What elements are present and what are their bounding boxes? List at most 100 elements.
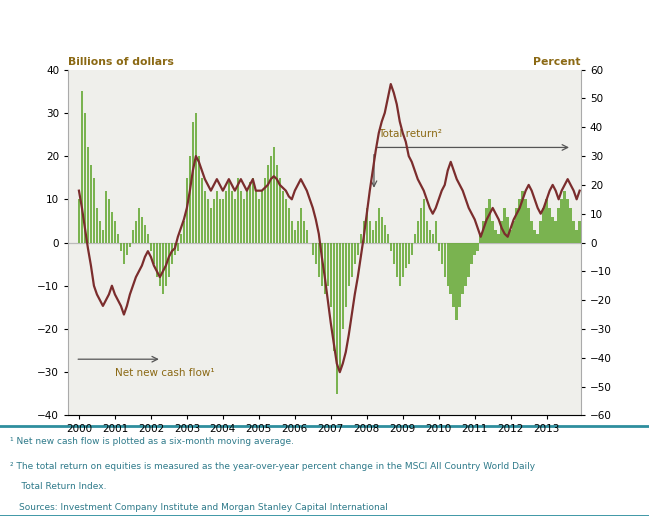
Bar	[228, 182, 230, 243]
Bar	[288, 208, 290, 243]
Bar	[326, 243, 329, 286]
Bar	[554, 221, 557, 243]
Text: Total return²: Total return²	[378, 129, 441, 139]
Bar	[80, 91, 83, 243]
Bar	[557, 208, 560, 243]
Bar	[282, 191, 284, 243]
Bar	[230, 191, 233, 243]
Bar	[293, 230, 296, 243]
Bar	[321, 243, 323, 286]
Bar	[411, 243, 413, 255]
Bar	[237, 178, 239, 243]
Bar	[239, 191, 242, 243]
Text: Net New Cash Flow to Equity Funds Is Related to World Equity Returns: Net New Cash Flow to Equity Funds Is Rel…	[10, 13, 519, 26]
Bar	[402, 243, 404, 277]
Bar	[273, 148, 275, 243]
Bar	[567, 199, 569, 243]
Bar	[426, 221, 428, 243]
Bar	[336, 243, 338, 394]
Bar	[428, 230, 431, 243]
Bar	[371, 230, 374, 243]
Bar	[315, 243, 317, 264]
Bar	[138, 208, 140, 243]
Bar	[471, 243, 473, 264]
Bar	[456, 243, 458, 320]
Bar	[452, 243, 455, 308]
Bar	[252, 178, 254, 243]
Bar	[78, 199, 80, 243]
Bar	[476, 243, 479, 251]
Bar	[90, 165, 92, 243]
Bar	[99, 221, 101, 243]
Bar	[374, 221, 377, 243]
Bar	[195, 113, 197, 243]
Bar	[174, 243, 176, 255]
Bar	[413, 234, 416, 243]
Bar	[461, 243, 464, 294]
Bar	[153, 243, 155, 264]
Bar	[204, 191, 206, 243]
Bar	[482, 221, 485, 243]
Bar	[422, 199, 425, 243]
Bar	[404, 243, 407, 268]
Bar	[158, 243, 161, 286]
Bar	[182, 221, 185, 243]
Bar	[306, 230, 308, 243]
Bar	[576, 230, 578, 243]
Bar	[389, 243, 392, 251]
Bar	[506, 217, 509, 243]
Bar	[300, 208, 302, 243]
Bar	[234, 199, 236, 243]
Bar	[360, 234, 362, 243]
Text: Sources: Investment Company Institute and Morgan Stanley Capital International: Sources: Investment Company Institute an…	[19, 504, 388, 512]
Bar	[539, 221, 542, 243]
Bar	[150, 243, 152, 251]
Bar	[171, 243, 173, 264]
Bar	[365, 208, 368, 243]
Bar	[465, 243, 467, 286]
Bar	[123, 243, 125, 264]
Bar	[563, 191, 566, 243]
Bar	[387, 234, 389, 243]
Bar	[135, 221, 137, 243]
Bar	[437, 243, 440, 251]
Bar	[258, 199, 260, 243]
Bar	[432, 234, 434, 243]
Bar	[186, 178, 188, 243]
Bar	[395, 243, 398, 277]
Bar	[530, 221, 533, 243]
Bar	[245, 191, 248, 243]
Bar	[495, 230, 497, 243]
Bar	[500, 221, 503, 243]
Bar	[87, 148, 89, 243]
Bar	[114, 221, 116, 243]
Bar	[141, 217, 143, 243]
Bar	[93, 178, 95, 243]
Bar	[267, 165, 269, 243]
Bar	[117, 234, 119, 243]
Bar	[243, 199, 245, 243]
Bar	[102, 230, 104, 243]
Text: Billions of dollars: Billions of dollars	[68, 57, 174, 67]
Bar	[167, 243, 170, 277]
Bar	[269, 156, 272, 243]
Bar	[578, 221, 581, 243]
Bar	[143, 225, 146, 243]
Text: Monthly, 2000–2013: Monthly, 2000–2013	[10, 50, 123, 59]
Bar	[348, 243, 350, 286]
Bar	[249, 182, 251, 243]
Bar	[513, 221, 515, 243]
Bar	[221, 199, 224, 243]
Bar	[519, 199, 521, 243]
Bar	[356, 243, 359, 255]
Bar	[480, 234, 482, 243]
Bar	[219, 199, 221, 243]
Bar	[341, 243, 344, 329]
Bar	[84, 113, 86, 243]
Bar	[515, 208, 518, 243]
Bar	[132, 230, 134, 243]
Bar	[111, 212, 113, 243]
Text: ² The total return on equities is measured as the year-over-year percent change : ² The total return on equities is measur…	[10, 462, 535, 471]
Bar	[350, 243, 353, 277]
Bar	[312, 243, 314, 255]
